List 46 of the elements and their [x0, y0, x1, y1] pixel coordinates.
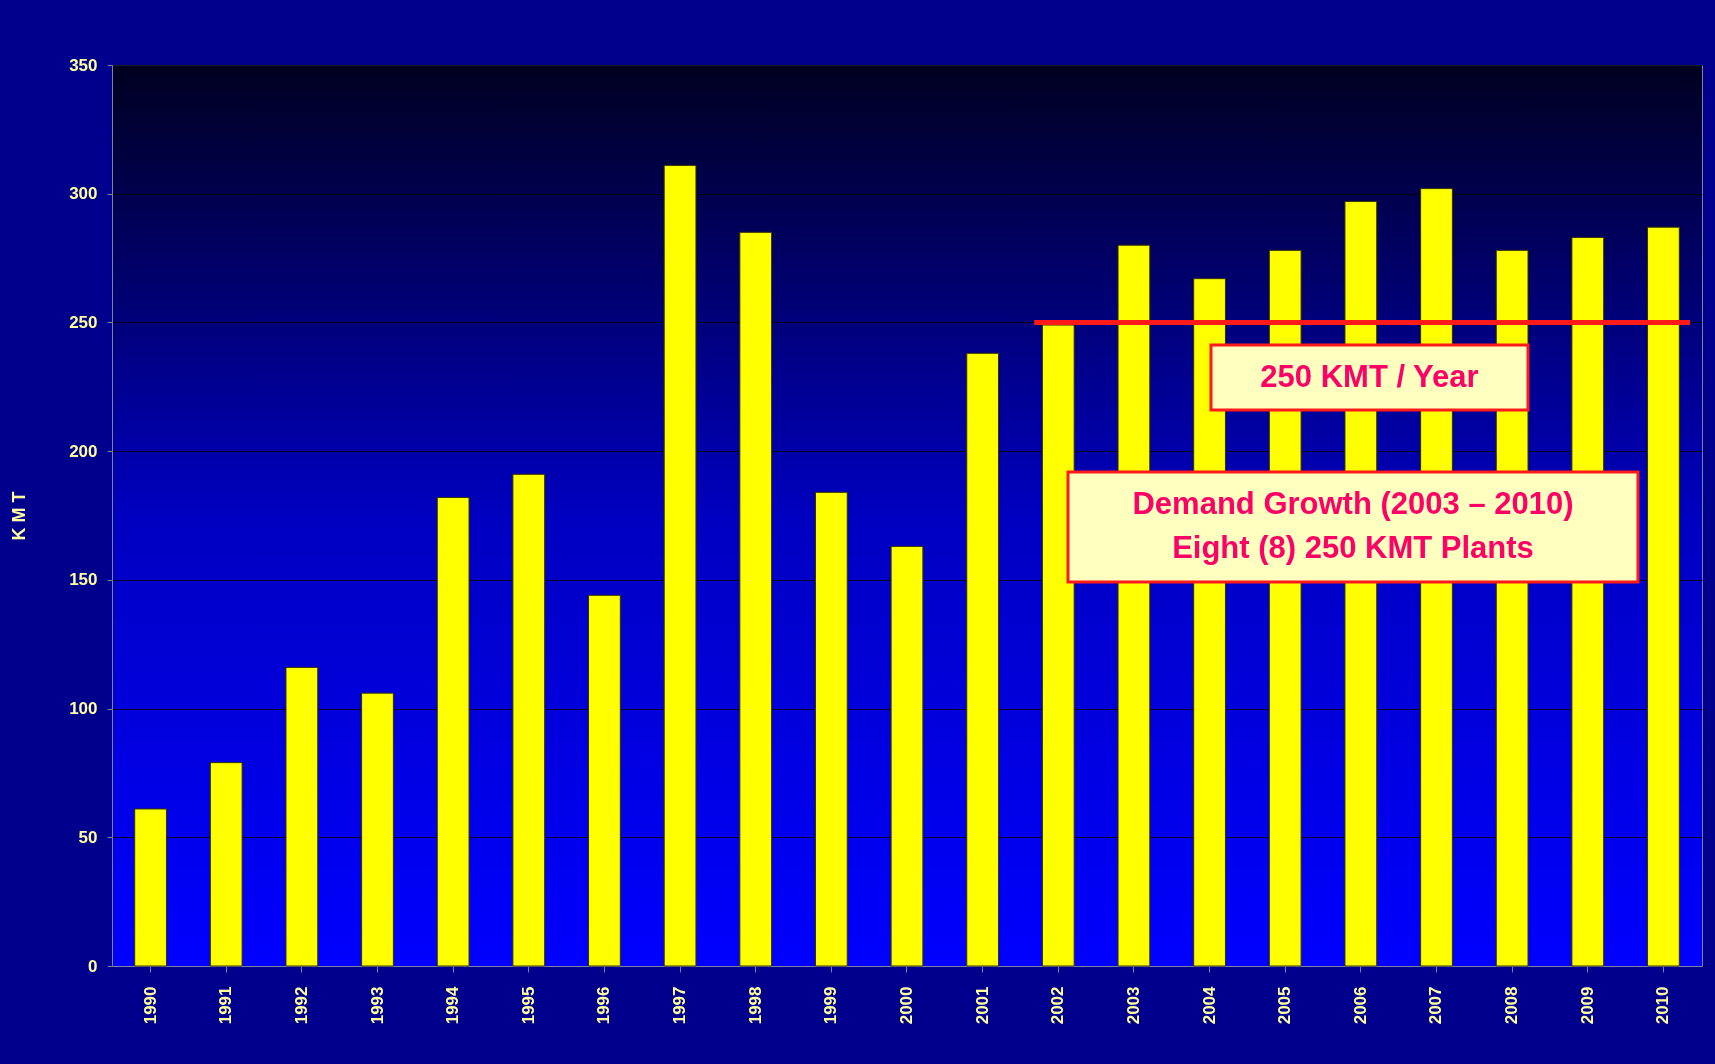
x-tick-label: 1995 — [518, 986, 538, 1025]
x-tick-label: 2009 — [1577, 986, 1597, 1025]
x-tick-label: 1993 — [367, 986, 387, 1025]
ref-line-label: 250 KMT / Year — [1260, 358, 1479, 394]
x-tick-label: 2005 — [1275, 986, 1295, 1025]
x-tick-label: 1992 — [291, 986, 311, 1025]
y-tick-label: 300 — [69, 184, 98, 204]
y-tick-label: 0 — [88, 956, 98, 976]
y-tick-label: 150 — [69, 570, 98, 590]
bar — [285, 666, 319, 967]
y-tick-label: 350 — [69, 55, 98, 75]
bar — [966, 352, 1000, 967]
x-tick-label: 1994 — [443, 985, 463, 1025]
y-tick-label: 50 — [78, 827, 98, 847]
bar — [1041, 324, 1075, 967]
x-tick-label: 1996 — [594, 986, 614, 1025]
bar — [209, 762, 243, 967]
x-tick-label: 2003 — [1123, 986, 1143, 1025]
bar — [588, 594, 621, 967]
x-tick-label: 2010 — [1653, 986, 1673, 1025]
x-tick-label: 1990 — [140, 986, 160, 1025]
x-tick-label: 2000 — [897, 986, 916, 1025]
bar — [134, 808, 167, 967]
x-tick-label: 2002 — [1048, 986, 1068, 1025]
y-tick-label: 250 — [69, 312, 98, 332]
bar — [814, 491, 848, 967]
x-tick-label: 2008 — [1502, 986, 1522, 1025]
x-tick-label: 2007 — [1426, 986, 1446, 1025]
y-tick-label: 100 — [69, 699, 98, 719]
annotation: Demand Growth (2003 – 2010) Eight (8) 250 KMT Plants — [1132, 486, 1574, 565]
x-tick-label: 2004 — [1199, 985, 1219, 1025]
y-axis-title: K M T — [9, 491, 30, 541]
x-tick-label: 2006 — [1350, 986, 1370, 1025]
bar — [436, 496, 470, 967]
bar — [739, 231, 773, 967]
bar — [361, 692, 394, 967]
bar — [890, 545, 924, 967]
x-tick-label: 2001 — [972, 986, 992, 1025]
bar — [512, 473, 546, 967]
bar — [663, 164, 697, 967]
bar — [1647, 226, 1680, 967]
y-tick-label: 200 — [69, 441, 98, 461]
x-tick-label: 1997 — [670, 986, 690, 1025]
x-tick-label: 1998 — [745, 986, 765, 1025]
x-tick-label: 1999 — [821, 986, 841, 1025]
x-tick-label: 1991 — [216, 986, 236, 1025]
